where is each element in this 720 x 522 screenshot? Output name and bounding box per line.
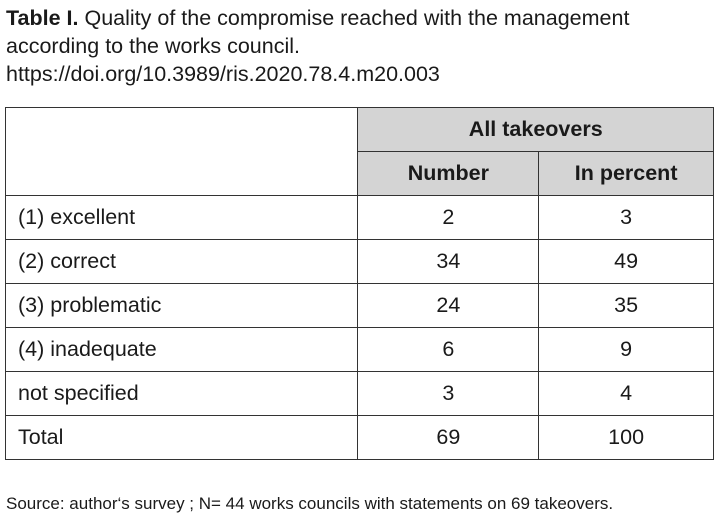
row-label: (3) problematic <box>4 283 359 328</box>
data-table: All takeovers Number In percent (1) exce… <box>4 107 714 460</box>
group-header: All takeovers <box>357 107 714 152</box>
row-label: (2) correct <box>4 239 359 284</box>
row-label: (4) inadequate <box>4 327 359 372</box>
source-note: Source: author‘s survey ; N= 44 works co… <box>6 494 614 513</box>
table-row: (4) inadequate 6 9 <box>4 327 714 372</box>
table-row-total: Total 69 100 <box>4 415 714 460</box>
table-row: (1) excellent 2 3 <box>4 195 714 240</box>
row-percent: 4 <box>538 371 714 416</box>
row-number: 3 <box>357 371 540 416</box>
table-row: (3) problematic 24 35 <box>4 283 714 328</box>
row-number: 34 <box>357 239 540 284</box>
row-percent: 3 <box>538 195 714 240</box>
row-percent: 9 <box>538 327 714 372</box>
table-caption: Table I. Quality of the compromise reach… <box>6 4 714 88</box>
caption-doi: https://doi.org/10.3989/ris.2020.78.4.m2… <box>6 62 440 86</box>
header-row-columns: Number In percent <box>6 151 714 196</box>
header-empty-cell <box>4 107 359 196</box>
row-percent: 35 <box>538 283 714 328</box>
column-header-number: Number <box>357 151 540 196</box>
row-number: 2 <box>357 195 540 240</box>
table-row: not specified 3 4 <box>4 371 714 416</box>
row-label: (1) excellent <box>4 195 359 240</box>
row-percent: 49 <box>538 239 714 284</box>
row-number: 24 <box>357 283 540 328</box>
row-number: 6 <box>357 327 540 372</box>
row-label: Total <box>4 415 359 460</box>
caption-title: Quality of the compromise reached with t… <box>6 6 630 58</box>
header-row-group: All takeovers <box>4 107 714 196</box>
row-percent: 100 <box>538 415 714 460</box>
column-header-percent: In percent <box>538 151 714 196</box>
caption-label: Table I. <box>6 6 79 30</box>
row-label: not specified <box>4 371 359 416</box>
table-row: (2) correct 34 49 <box>4 239 714 284</box>
row-number: 69 <box>357 415 540 460</box>
